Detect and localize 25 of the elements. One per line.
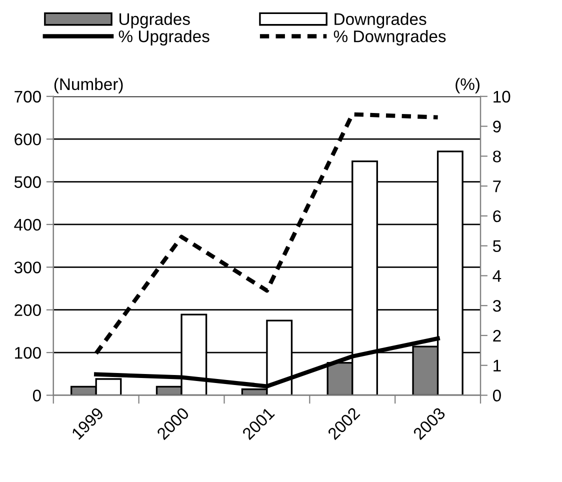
legend-label: % Upgrades xyxy=(118,30,210,46)
y-tick-label: 300 xyxy=(14,262,41,274)
y2-tick-label: 6 xyxy=(493,210,501,222)
y2-tick-label: 10 xyxy=(494,90,510,103)
y-tick-label: 200 xyxy=(14,304,41,316)
legend-label: Downgrades xyxy=(334,12,426,28)
y2-tick-label: 3 xyxy=(492,300,501,312)
y2-axis-title: (%) xyxy=(456,78,480,94)
y2-tick-label: 7 xyxy=(493,180,501,192)
y-tick-label: 400 xyxy=(14,218,41,231)
legend-label: % Downgrades xyxy=(334,30,446,46)
y2-tick-label: 4 xyxy=(492,270,502,282)
y2-tick-label: 1 xyxy=(494,360,501,372)
legend-label: Upgrades xyxy=(120,12,190,28)
y-tick-label: 600 xyxy=(14,133,41,146)
y2-tick-label: 9 xyxy=(493,120,501,132)
y-axis-title: (Number) xyxy=(54,78,123,94)
y-tick-label: 700 xyxy=(14,90,41,103)
y-tick-label: 500 xyxy=(14,176,41,188)
y-tick-label: 0 xyxy=(32,390,41,402)
y2-tick-label: 2 xyxy=(493,330,501,342)
y-tick-label: 100 xyxy=(15,346,41,359)
y2-tick-label: 8 xyxy=(493,150,501,162)
y2-tick-label: 5 xyxy=(492,240,501,252)
y2-tick-label: 0 xyxy=(492,390,501,402)
